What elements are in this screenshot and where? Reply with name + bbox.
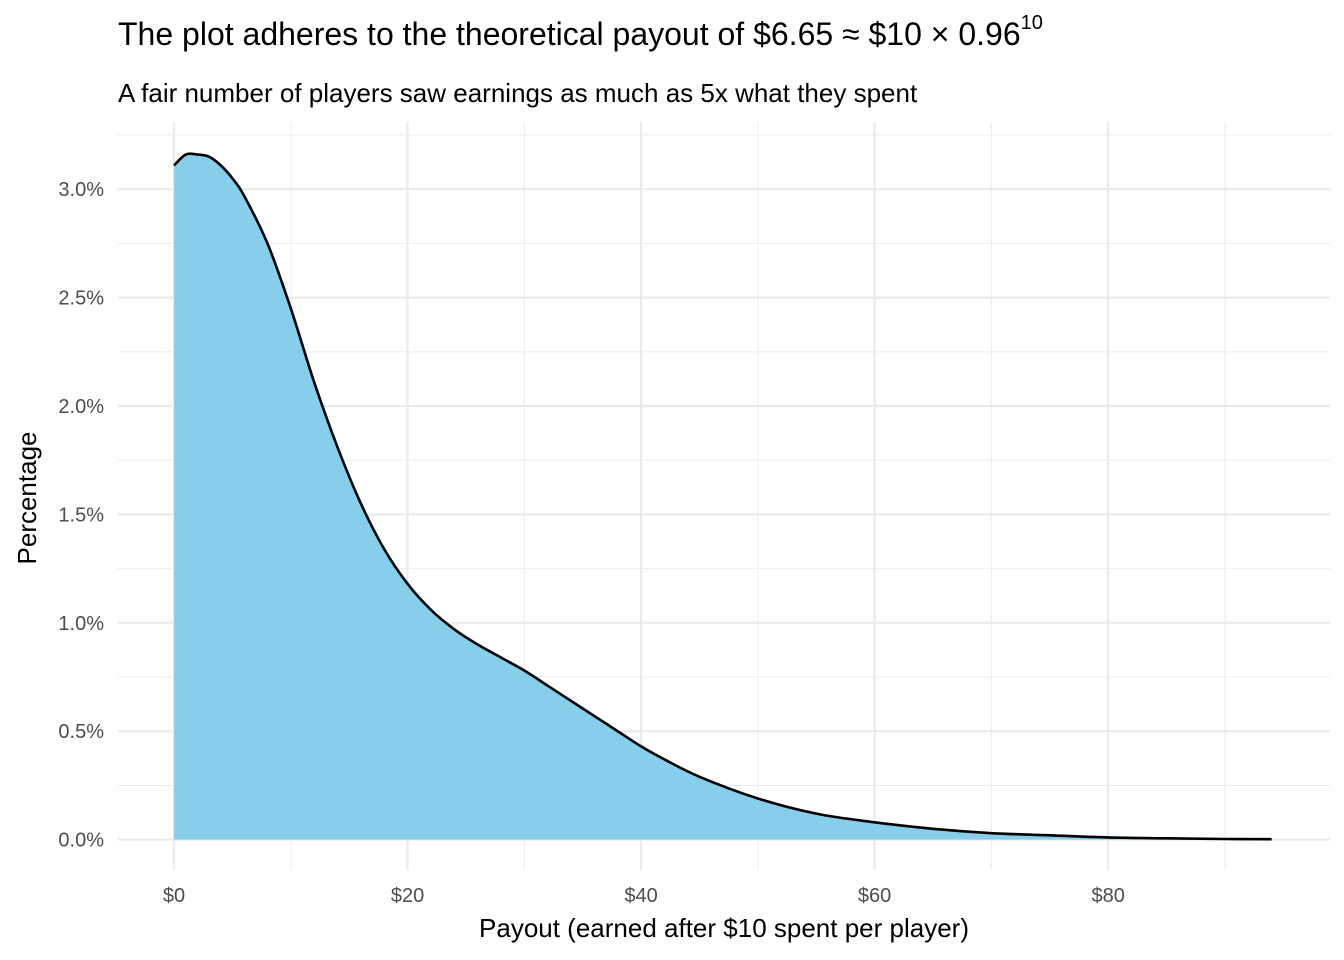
y-tick-label: 2.0% [58, 396, 104, 418]
y-tick-label: 0.5% [58, 721, 104, 743]
y-tick-label: 0.0% [58, 830, 104, 852]
chart-title: The plot adheres to the theoretical payo… [118, 12, 1043, 53]
y-axis-ticks: 0.0% 0.5% 1.0% 1.5% 2.0% 2.5% 3.0% [58, 179, 104, 851]
chart-title-text: The plot adheres to the theoretical payo… [118, 16, 1021, 52]
x-axis-title: Payout (earned after $10 spent per playe… [479, 913, 969, 943]
density-area [174, 153, 1272, 840]
chart-title-exponent: 10 [1020, 12, 1043, 35]
density-series [173, 152, 1272, 841]
x-tick-label: $20 [391, 885, 424, 907]
x-tick-label: $0 [163, 885, 185, 907]
x-tick-label: $80 [1091, 885, 1124, 907]
density-line [173, 152, 1272, 841]
x-axis-ticks: $0 $20 $40 $60 $80 [163, 885, 1125, 907]
y-tick-label: 3.0% [58, 179, 104, 201]
x-tick-label: $40 [624, 885, 657, 907]
x-tick-label: $60 [858, 885, 891, 907]
chart-subtitle: A fair number of players saw earnings as… [118, 78, 918, 108]
y-tick-label: 1.0% [58, 613, 104, 635]
y-tick-label: 1.5% [58, 504, 104, 526]
y-tick-label: 2.5% [58, 288, 104, 310]
y-axis-title: Percentage [12, 432, 42, 565]
